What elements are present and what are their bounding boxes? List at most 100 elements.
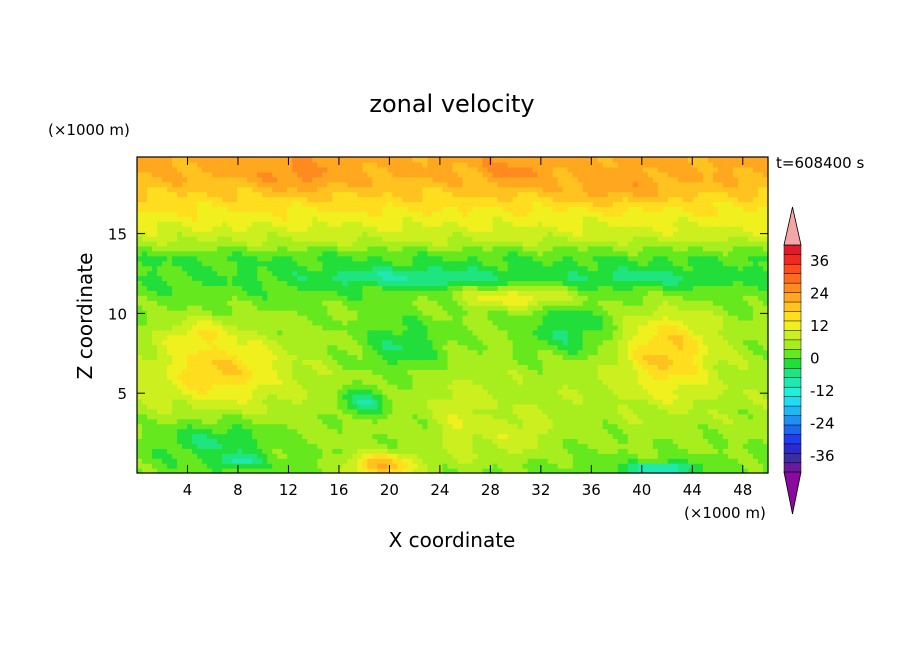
field-cell bbox=[527, 423, 534, 430]
field-cell bbox=[727, 300, 734, 306]
field-cell bbox=[737, 423, 744, 430]
field-cell bbox=[182, 463, 188, 469]
field-cell bbox=[502, 369, 509, 375]
field-cell bbox=[402, 443, 409, 449]
field-cell bbox=[297, 384, 303, 390]
field-cell bbox=[497, 423, 504, 430]
field-cell bbox=[522, 389, 529, 395]
field-cell bbox=[492, 413, 499, 420]
field-cell bbox=[457, 349, 464, 356]
field-cell bbox=[487, 379, 494, 385]
field-cell bbox=[217, 354, 223, 361]
field-cell bbox=[587, 389, 594, 395]
field-cell bbox=[722, 334, 729, 341]
field-cell bbox=[242, 329, 248, 336]
field-cell bbox=[647, 300, 654, 306]
field-cell bbox=[692, 468, 699, 474]
field-cell bbox=[517, 369, 524, 375]
field-cell bbox=[272, 443, 278, 449]
field-cell bbox=[587, 394, 594, 400]
field-cell bbox=[467, 364, 474, 370]
field-cell bbox=[412, 349, 419, 356]
field-cell bbox=[627, 453, 634, 459]
field-cell bbox=[507, 364, 514, 370]
field-cell bbox=[147, 413, 153, 420]
field-cell bbox=[622, 428, 629, 435]
field-cell bbox=[627, 398, 634, 405]
field-cell bbox=[757, 413, 764, 420]
field-cell bbox=[712, 295, 719, 301]
field-cell bbox=[332, 285, 338, 291]
field-cell bbox=[592, 448, 599, 454]
field-cell bbox=[627, 384, 634, 390]
field-cell bbox=[187, 329, 193, 336]
field-cell bbox=[442, 329, 449, 336]
field-cell bbox=[442, 339, 449, 346]
field-cell bbox=[602, 305, 609, 311]
field-cell bbox=[437, 290, 444, 296]
field-cell bbox=[632, 418, 639, 425]
field-cell bbox=[322, 354, 328, 361]
field-cell bbox=[677, 329, 684, 336]
field-cell bbox=[737, 305, 744, 311]
field-cell bbox=[552, 408, 559, 415]
field-cell bbox=[507, 275, 514, 282]
field-cell bbox=[362, 354, 368, 361]
field-cell bbox=[692, 319, 699, 326]
field-cell bbox=[722, 369, 729, 375]
field-cell bbox=[262, 290, 268, 296]
field-cell bbox=[627, 334, 634, 341]
field-cell bbox=[632, 310, 639, 316]
field-cell bbox=[357, 394, 363, 400]
field-cell bbox=[557, 458, 564, 464]
field-cell bbox=[412, 389, 419, 395]
field-cell bbox=[232, 463, 238, 469]
field-cell bbox=[377, 384, 383, 390]
field-cell bbox=[387, 384, 394, 390]
field-cell bbox=[257, 334, 263, 341]
field-cell bbox=[492, 354, 499, 361]
field-cell bbox=[267, 290, 273, 296]
field-cell bbox=[657, 463, 664, 469]
field-cell bbox=[492, 344, 499, 351]
field-cell bbox=[572, 389, 579, 395]
field-cell bbox=[692, 310, 699, 316]
field-cell bbox=[622, 448, 629, 454]
field-cell bbox=[487, 300, 494, 306]
field-cell bbox=[342, 369, 348, 375]
field-cell bbox=[472, 300, 479, 306]
field-cell bbox=[442, 394, 449, 400]
field-cell bbox=[687, 324, 694, 331]
field-cell bbox=[327, 428, 333, 435]
field-cell bbox=[517, 384, 524, 390]
field-cell bbox=[387, 394, 394, 400]
field-cell bbox=[627, 463, 634, 469]
field-cell bbox=[137, 349, 143, 356]
field-cell bbox=[547, 364, 554, 370]
field-cell bbox=[347, 300, 353, 306]
field-cell bbox=[572, 285, 579, 291]
field-cell bbox=[232, 300, 238, 306]
field-cell bbox=[457, 300, 464, 306]
field-cell bbox=[232, 310, 238, 316]
field-cell bbox=[757, 334, 764, 341]
field-cell bbox=[297, 468, 303, 474]
field-cell bbox=[657, 384, 664, 390]
field-cell bbox=[312, 374, 318, 380]
field-cell bbox=[492, 379, 499, 385]
field-cell bbox=[592, 379, 599, 385]
field-cell bbox=[537, 369, 544, 375]
field-cell bbox=[317, 384, 323, 390]
field-cell bbox=[352, 379, 358, 385]
field-cell bbox=[367, 384, 373, 390]
field-cell bbox=[387, 324, 394, 331]
field-cell bbox=[417, 339, 424, 346]
field-cell bbox=[737, 408, 744, 415]
field-cell bbox=[647, 423, 654, 430]
field-cell bbox=[567, 369, 574, 375]
field-cell bbox=[447, 324, 454, 331]
field-cell bbox=[557, 310, 564, 316]
field-cell bbox=[692, 290, 699, 296]
field-cell bbox=[602, 354, 609, 361]
field-cell bbox=[307, 315, 313, 321]
